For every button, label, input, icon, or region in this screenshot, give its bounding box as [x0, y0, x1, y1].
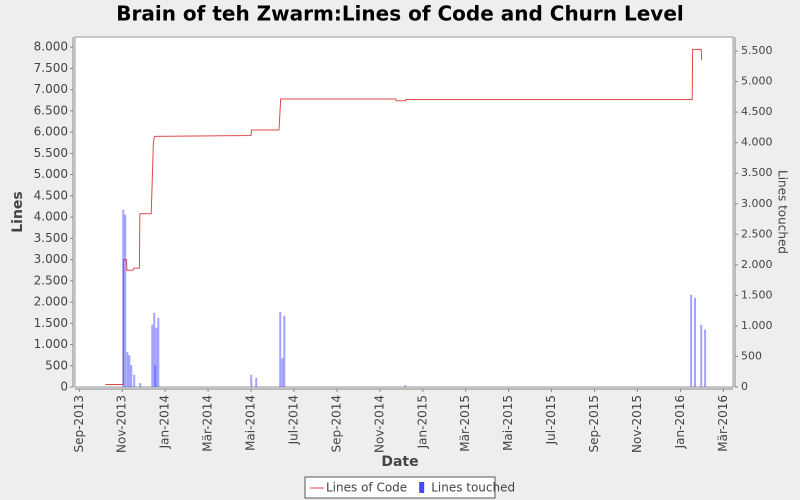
x-axis-label: Date [381, 454, 418, 470]
bar [283, 315, 286, 387]
bar [690, 294, 693, 387]
bar [133, 374, 136, 387]
y2-tick-label: 3.500 [741, 166, 773, 179]
y2-tick-label: 0 [741, 380, 748, 393]
x-tick-label: Nov-2013 [115, 395, 129, 453]
y2-tick-label: 5.500 [741, 44, 773, 57]
bar [700, 324, 703, 387]
chart-title: Brain of teh Zwarm:Lines of Code and Chu… [116, 2, 684, 26]
x-tick-label: Sep-2013 [72, 395, 86, 453]
x-tick-label: Sep-2014 [329, 395, 343, 453]
y-tick-label: 4.000 [34, 210, 68, 224]
x-tick-label: Nov-2015 [630, 395, 644, 453]
bar [153, 312, 156, 387]
y2-tick-label: 2.000 [741, 258, 773, 271]
legend-label: Lines of Code [326, 481, 407, 495]
y-tick-label: 5.500 [34, 146, 68, 160]
x-tick-label: Jan-2016 [673, 395, 687, 449]
bar [128, 355, 131, 387]
y2-tick-label: 500 [741, 349, 762, 362]
y-tick-label: 7.500 [34, 61, 68, 75]
bar [250, 374, 253, 387]
bar [704, 329, 707, 387]
bar [154, 365, 157, 387]
bar [255, 377, 258, 387]
y-tick-label: 500 [45, 358, 68, 372]
bar [155, 327, 158, 387]
bar [151, 324, 154, 387]
y-tick-label: 3.000 [34, 252, 68, 266]
y2-tick-label: 4.000 [741, 136, 773, 149]
y-tick-label: 6.500 [34, 103, 68, 117]
y-tick-label: 1.000 [34, 337, 68, 351]
x-tick-label: Mär-2016 [716, 395, 730, 452]
x-tick-label: Jan-2014 [158, 395, 172, 449]
y-tick-label: 3.500 [34, 231, 68, 245]
x-tick-label: Mai-2014 [244, 395, 258, 451]
x-tick-label: Mai-2015 [501, 395, 515, 451]
bar [126, 352, 129, 387]
legend [304, 476, 496, 499]
y-tick-label: 2.000 [34, 295, 68, 309]
legend-swatch [419, 482, 425, 493]
x-tick-label: Jan-2015 [415, 395, 429, 449]
bar [279, 311, 282, 387]
x-tick-label: Jul-2014 [286, 395, 300, 445]
bar [694, 297, 697, 387]
bar [124, 214, 127, 387]
bar [281, 357, 284, 387]
y2-tick-label: 2.500 [741, 227, 773, 240]
x-tick-label: Sep-2015 [587, 395, 601, 453]
x-tick-label: Nov-2014 [372, 395, 386, 453]
y-axis-label: Lines [10, 191, 26, 233]
x-tick-label: Jul-2015 [544, 395, 558, 445]
y-tick-label: 6.000 [34, 125, 68, 139]
y-tick-label: 7.000 [34, 82, 68, 96]
line [105, 48, 703, 385]
plot-area [74, 36, 734, 388]
y2-axis-label: Lines touched [776, 170, 790, 254]
x-tick-label: Mär-2015 [458, 395, 472, 452]
y-tick-label: 5.000 [34, 167, 68, 181]
y-tick-label: 2.500 [34, 273, 68, 287]
y2-tick-label: 1.500 [741, 288, 773, 301]
y-tick-label: 0 [60, 380, 68, 394]
y2-tick-label: 5.000 [741, 75, 773, 88]
bar [404, 385, 407, 387]
bar [139, 383, 142, 387]
x-tick-label: Mär-2014 [201, 395, 215, 452]
y-tick-label: 4.500 [34, 188, 68, 202]
y-tick-label: 8.000 [34, 40, 68, 54]
bar [130, 365, 133, 387]
y2-tick-label: 1.000 [741, 319, 773, 332]
y2-tick-label: 3.000 [741, 197, 773, 210]
bar [157, 317, 160, 387]
legend-label: Lines touched [431, 481, 515, 495]
y2-tick-label: 4.500 [741, 105, 773, 118]
bar [122, 209, 125, 387]
y-tick-label: 1.500 [34, 316, 68, 330]
